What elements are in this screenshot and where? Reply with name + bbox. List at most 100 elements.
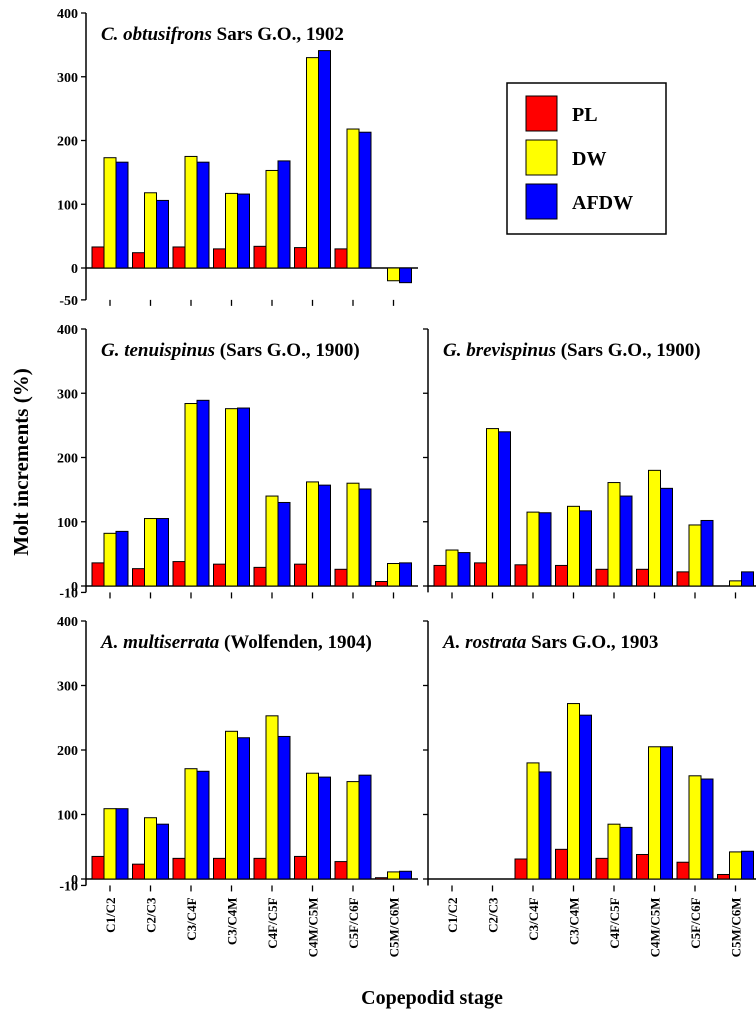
bar-dw	[729, 851, 742, 880]
bar-dw	[346, 128, 360, 269]
bar-pl	[132, 252, 145, 269]
bar-afdw	[156, 518, 169, 587]
bar-dw	[103, 808, 117, 880]
chart-panel-2: -100 100 200 300 400 G. tenuispinus (Sars G.O…	[57, 323, 418, 601]
bar-dw	[225, 730, 238, 880]
x-tick-label: C4F/C5F	[607, 897, 622, 948]
x-tick-label: C4M/C5M	[648, 897, 663, 957]
bar-afdw	[237, 407, 250, 587]
bar-pl	[514, 564, 528, 587]
bar-pl	[294, 855, 307, 880]
bar-pl	[253, 566, 267, 587]
panel-title-species: C. obtusifrons	[101, 24, 212, 45]
bar-afdw	[318, 776, 331, 880]
x-tick-label: C1/C2	[103, 897, 118, 932]
chart-panel-5: C1/C2 C2/C3 C3/C4F C3/C4M C4F/C5F C4M/C5M C5F/…	[423, 620, 756, 957]
bar-dw	[144, 817, 157, 880]
bar-afdw	[660, 487, 673, 587]
x-tick-label: C1/C2	[445, 897, 460, 932]
bar-dw	[526, 511, 540, 587]
bar-dw	[387, 267, 400, 282]
bar-pl	[375, 877, 388, 880]
y-tick-label: 300	[57, 680, 78, 695]
bar-afdw	[318, 484, 331, 587]
panel-title-species: A. rostrata	[442, 632, 527, 653]
bar-afdw	[156, 823, 169, 880]
bar-afdw	[115, 161, 129, 269]
x-tick-label: C4M/C5M	[306, 897, 321, 957]
bar-pl	[172, 561, 186, 587]
bar-pl	[555, 564, 568, 587]
panel-title-authority: (Sars G.O., 1900)	[215, 340, 360, 361]
bar-dw	[225, 192, 238, 269]
panel-title: A. multiserrata (Wolfenden, 1904)	[100, 632, 372, 653]
bar-dw	[265, 715, 279, 880]
bar-pl	[676, 861, 690, 880]
bar-pl	[514, 858, 528, 880]
x-tick-label: C5F/C6F	[346, 897, 361, 948]
x-tick-label: C4F/C5F	[265, 897, 280, 948]
bar-pl	[474, 562, 487, 587]
bar-dw	[567, 703, 580, 880]
x-axis-label: Copepodid stage	[361, 987, 503, 1009]
bar-dw	[265, 495, 279, 587]
bar-dw	[184, 768, 198, 880]
bar-afdw	[538, 771, 552, 880]
chart-panel-1: -50 0 100 200 300 400 C. obtusifrons Sars G.O.…	[57, 7, 418, 309]
bar-pl	[91, 562, 105, 587]
x-tick-label: C5M/C6M	[387, 897, 402, 957]
chart-panel-4: -100 100 200 300 400 C1/C2 C2/C3 C3/C4F C3/C4M C4…	[57, 615, 418, 957]
bar-afdw	[619, 826, 633, 880]
y-tick-label: -10	[59, 879, 78, 894]
bar-pl	[132, 568, 145, 587]
panel-title: G. brevispinus (Sars G.O., 1900)	[443, 340, 701, 361]
x-tick-label: C3/C4F	[526, 897, 541, 940]
bar-pl	[334, 861, 348, 880]
bar-dw	[144, 518, 157, 587]
panel-title: C. obtusifrons Sars G.O., 1902	[101, 24, 344, 45]
y-tick-label: 300	[57, 387, 78, 402]
y-tick-label: 100	[57, 809, 78, 824]
y-axis-label: Molt increments (%)	[9, 368, 33, 555]
bar-afdw	[358, 488, 372, 587]
bar-afdw	[115, 808, 129, 880]
bar-afdw	[196, 399, 210, 587]
bar-pl	[172, 246, 186, 269]
y-tick-label: 0	[71, 873, 78, 888]
bar-afdw	[237, 737, 250, 880]
y-tick-label: 100	[57, 516, 78, 531]
bar-pl	[253, 857, 267, 880]
bar-afdw	[237, 193, 250, 269]
bar-dw	[103, 532, 117, 587]
y-tick-label: 0	[71, 580, 78, 595]
bar-pl	[636, 853, 649, 880]
bar-dw	[688, 524, 702, 587]
bar-dw	[225, 408, 238, 587]
panel-title: G. tenuispinus (Sars G.O., 1900)	[101, 340, 360, 361]
bar-pl	[132, 863, 145, 880]
bar-dw	[387, 871, 400, 880]
bar-afdw	[619, 495, 633, 587]
panel-title-authority: (Sars G.O., 1900)	[556, 340, 701, 361]
bar-dw	[265, 169, 279, 269]
x-tick-label: C2/C3	[144, 897, 159, 933]
y-tick-label: 400	[57, 7, 78, 22]
bar-afdw	[318, 50, 331, 269]
bar-afdw	[741, 571, 754, 587]
bar-pl	[253, 245, 267, 269]
bar-pl	[213, 563, 226, 587]
bar-pl	[595, 568, 609, 587]
bar-afdw	[277, 160, 291, 269]
bar-dw	[729, 580, 742, 587]
bar-pl	[91, 855, 105, 880]
x-tick-label: C3/C4F	[184, 897, 199, 940]
bar-dw	[103, 157, 117, 269]
bar-dw	[526, 762, 540, 880]
y-tick-label: 300	[57, 71, 78, 86]
y-tick-label: 200	[57, 744, 78, 759]
legend-label-afdw: AFDW	[572, 192, 633, 214]
bar-afdw	[399, 267, 412, 284]
panel-title: A. rostrata Sars G.O., 1903	[442, 632, 658, 653]
bar-dw	[144, 192, 157, 269]
bar-pl	[172, 857, 186, 880]
